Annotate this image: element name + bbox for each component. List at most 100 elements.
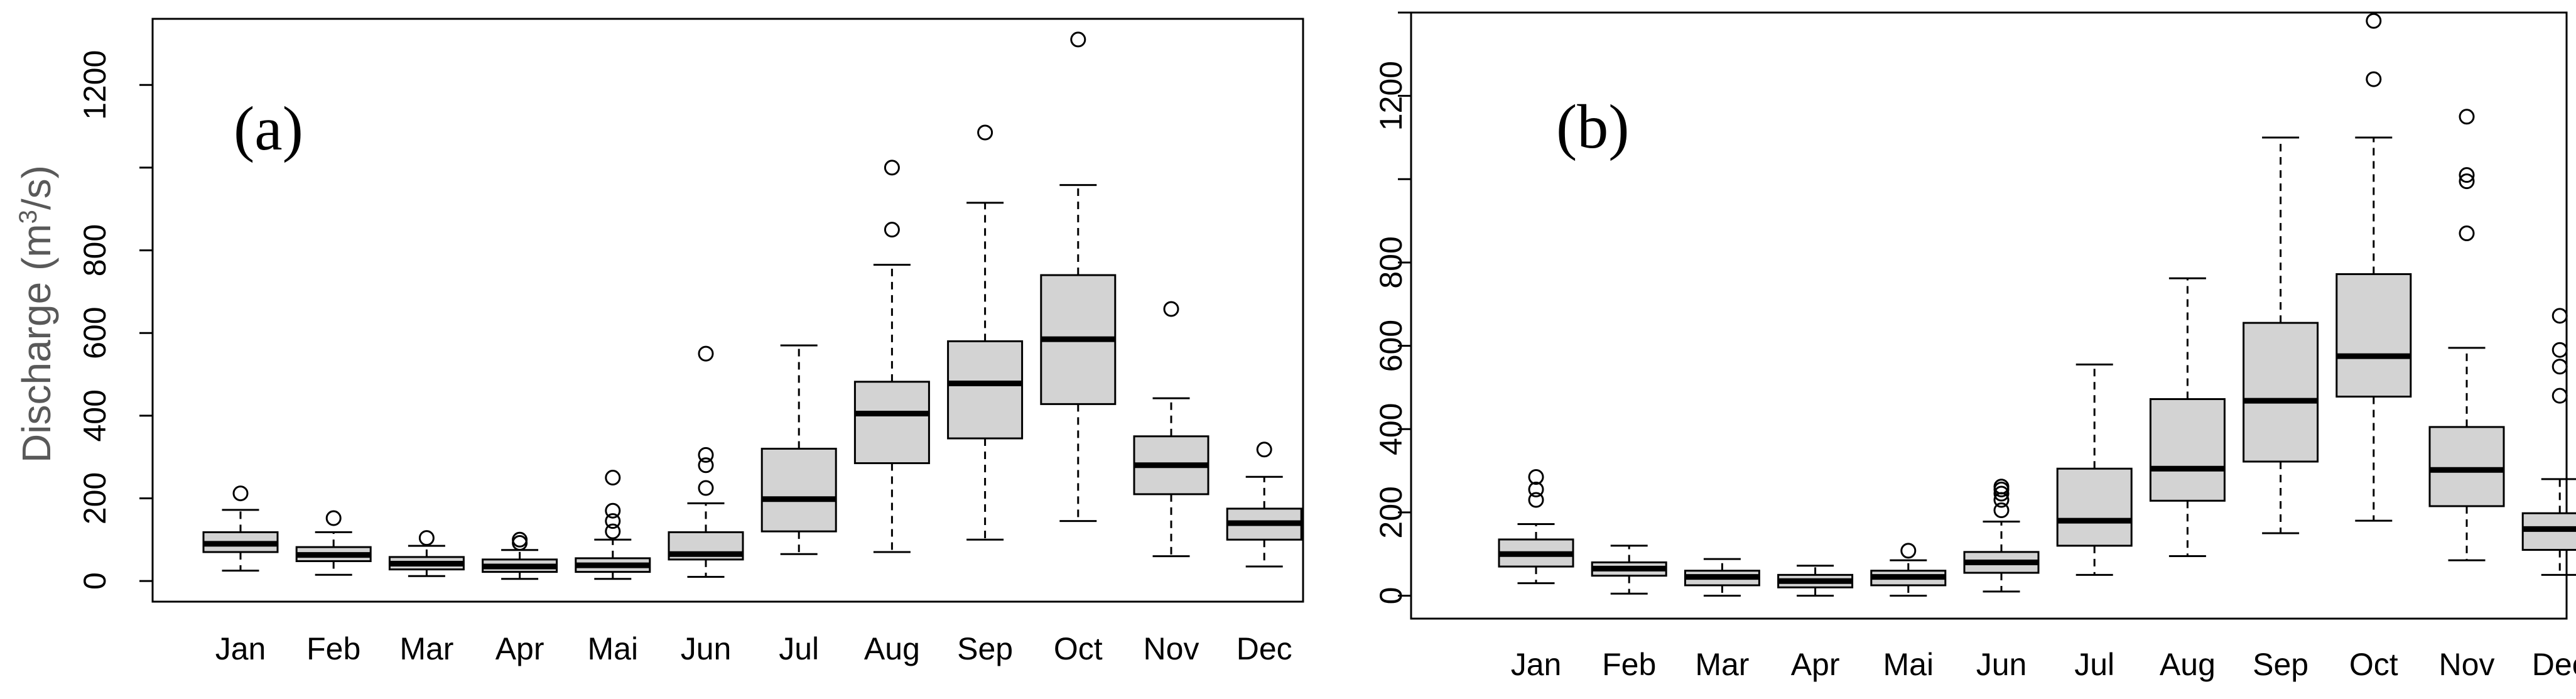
box-a-mar — [388, 530, 465, 577]
y-tick-label: 0 — [77, 572, 112, 590]
x-tick-label: Dec — [2532, 647, 2576, 682]
x-tick-label: Mai — [1883, 647, 1934, 682]
box-a-mai — [575, 470, 651, 580]
x-tick-label: Sep — [957, 631, 1013, 666]
outlier-point — [512, 531, 528, 548]
box-b-aug — [2149, 277, 2226, 558]
outlier-point — [2552, 308, 2568, 324]
outlier-point — [1070, 31, 1086, 48]
iqr-box — [760, 447, 837, 533]
x-tick-label: Apr — [1791, 647, 1840, 682]
outlier-point — [2459, 225, 2475, 242]
x-tick-label: Feb — [1602, 647, 1656, 682]
outlier-point — [698, 480, 714, 496]
boxes-b — [1498, 13, 2576, 597]
iqr-box — [2428, 426, 2505, 507]
iqr-box — [2335, 273, 2412, 398]
box-a-dec — [1226, 442, 1302, 568]
y-axis-b: 0 200 400 600 800 1200 — [1373, 11, 1411, 605]
outlier-point — [1163, 301, 1179, 317]
box-a-aug — [853, 160, 930, 553]
panel-label-b: (b) — [1556, 92, 1630, 161]
y-tick-label: 200 — [1373, 486, 1409, 538]
outlier-point — [232, 485, 249, 502]
y-tick-label: 0 — [1373, 587, 1409, 605]
y-axis-title-superscript: 3 — [14, 210, 42, 224]
x-tick-label: Mar — [399, 631, 453, 666]
box-a-oct — [1040, 31, 1117, 523]
x-tick-label: Nov — [2439, 647, 2495, 682]
outlier-point — [1900, 543, 1917, 559]
x-tick-label: Jul — [779, 631, 819, 666]
outlier-point — [2459, 167, 2475, 183]
iqr-box — [2243, 322, 2319, 463]
y-tick-label: 800 — [77, 224, 112, 276]
outlier-point — [1256, 442, 1272, 458]
outlier-point — [605, 523, 621, 539]
outlier-point — [2552, 342, 2568, 358]
box-b-jan — [1498, 469, 1574, 585]
y-tick-label: 600 — [1373, 320, 1409, 372]
x-axis-a: Jan Feb Mar Apr Mai Jun Jul Aug Sep Oct Nov Dec — [215, 631, 1292, 666]
outlier-point — [2366, 71, 2382, 87]
iqr-box — [947, 340, 1024, 440]
x-tick-label: Sep — [2253, 647, 2308, 682]
outlier-point — [325, 510, 342, 526]
outlier-point — [698, 457, 714, 474]
outlier-point — [1528, 469, 1544, 485]
iqr-box — [853, 381, 930, 465]
outlier-point — [605, 502, 621, 519]
box-b-sep — [2243, 136, 2319, 534]
outlier-point — [418, 530, 435, 546]
box-a-jul — [760, 344, 837, 555]
x-tick-label: Jun — [681, 631, 732, 666]
box-a-apr — [482, 531, 558, 580]
outlier-point — [2459, 173, 2475, 190]
outlier-point — [1528, 492, 1544, 508]
y-axis-title-a: Discharge (m3/s) — [14, 165, 59, 463]
x-axis-b: Jan Feb Mar Apr Mai Jun Jul Aug Sep Oct Nov Dec — [1511, 647, 2576, 682]
x-tick-label: Oct — [2349, 647, 2398, 682]
y-axis-a: 0 200 400 600 800 1200 — [77, 50, 153, 590]
box-b-nov — [2428, 109, 2505, 561]
outlier-point — [1528, 481, 1544, 497]
outlier-point — [884, 160, 900, 176]
outlier-point — [1993, 485, 2010, 502]
y-tick-label: 1200 — [77, 50, 112, 120]
y-tick-label: 400 — [77, 389, 112, 442]
y-tick-label: 400 — [1373, 403, 1409, 455]
x-tick-label: Nov — [1144, 631, 1199, 666]
outlier-point — [698, 345, 714, 362]
y-tick-label: 600 — [77, 306, 112, 359]
outlier-point — [605, 470, 621, 486]
box-b-dec — [2521, 308, 2576, 576]
x-tick-label: Mar — [1695, 647, 1749, 682]
y-axis-title-part-2: /s) — [14, 165, 59, 210]
box-b-jul — [2056, 363, 2133, 576]
iqr-box — [2149, 398, 2226, 502]
x-tick-label: Aug — [2160, 647, 2216, 682]
box-b-jun — [1963, 479, 2040, 593]
outlier-point — [977, 124, 993, 141]
panel-label-a: (a) — [234, 94, 303, 163]
box-b-feb — [1591, 545, 1667, 595]
y-tick-label: 200 — [77, 472, 112, 524]
x-tick-label: Aug — [864, 631, 920, 666]
outlier-point — [884, 222, 900, 238]
box-b-oct — [2335, 13, 2412, 522]
iqr-box — [2056, 467, 2133, 547]
x-tick-label: Dec — [1237, 631, 1292, 666]
plot-frame-a — [151, 18, 1304, 603]
outlier-point — [2552, 387, 2568, 404]
panel-a: 0 200 400 600 800 1200 Jan Feb Mar Apr Mai Jun Jul A… — [14, 18, 1304, 666]
box-a-jan — [202, 485, 279, 572]
boxes-a — [202, 31, 1302, 580]
box-b-apr — [1777, 565, 1854, 597]
x-tick-label: Feb — [306, 631, 360, 666]
box-a-feb — [295, 510, 372, 576]
x-tick-label: Oct — [1054, 631, 1103, 666]
outlier-point — [1993, 502, 2010, 519]
box-a-jun — [668, 345, 744, 578]
